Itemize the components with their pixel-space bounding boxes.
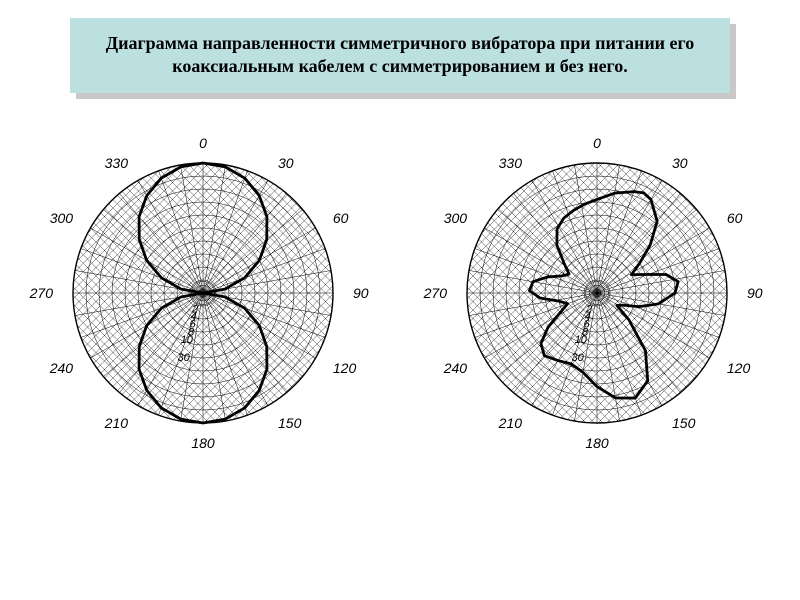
page-title: Диаграмма направленности симметричного в… (70, 18, 730, 93)
svg-text:210: 210 (104, 415, 129, 431)
svg-text:60: 60 (333, 210, 349, 226)
svg-text:210: 210 (497, 415, 522, 431)
charts-row: 030609012015018021024027030033024681030 … (0, 123, 800, 463)
polar-chart-unbalanced: 030609012015018021024027030033024681030 (407, 123, 787, 463)
svg-text:10: 10 (574, 334, 587, 346)
svg-text:10: 10 (181, 334, 194, 346)
svg-text:270: 270 (422, 285, 447, 301)
svg-text:90: 90 (353, 285, 369, 301)
svg-text:30: 30 (672, 155, 688, 171)
title-panel: Диаграмма направленности симметричного в… (70, 18, 730, 93)
svg-text:30: 30 (571, 352, 584, 364)
svg-text:120: 120 (333, 360, 357, 376)
polar-chart-balanced: 030609012015018021024027030033024681030 (13, 123, 393, 463)
svg-text:330: 330 (105, 155, 129, 171)
svg-text:180: 180 (192, 435, 216, 451)
svg-text:240: 240 (442, 360, 467, 376)
svg-text:0: 0 (593, 135, 601, 151)
svg-text:240: 240 (49, 360, 74, 376)
svg-text:30: 30 (178, 352, 191, 364)
svg-text:0: 0 (199, 135, 207, 151)
svg-text:120: 120 (727, 360, 751, 376)
svg-text:90: 90 (747, 285, 763, 301)
svg-text:150: 150 (278, 415, 302, 431)
svg-text:30: 30 (278, 155, 294, 171)
svg-text:150: 150 (672, 415, 696, 431)
svg-text:300: 300 (443, 210, 467, 226)
svg-text:60: 60 (727, 210, 743, 226)
svg-text:270: 270 (29, 285, 54, 301)
svg-text:300: 300 (50, 210, 74, 226)
svg-text:180: 180 (585, 435, 609, 451)
svg-text:330: 330 (498, 155, 522, 171)
